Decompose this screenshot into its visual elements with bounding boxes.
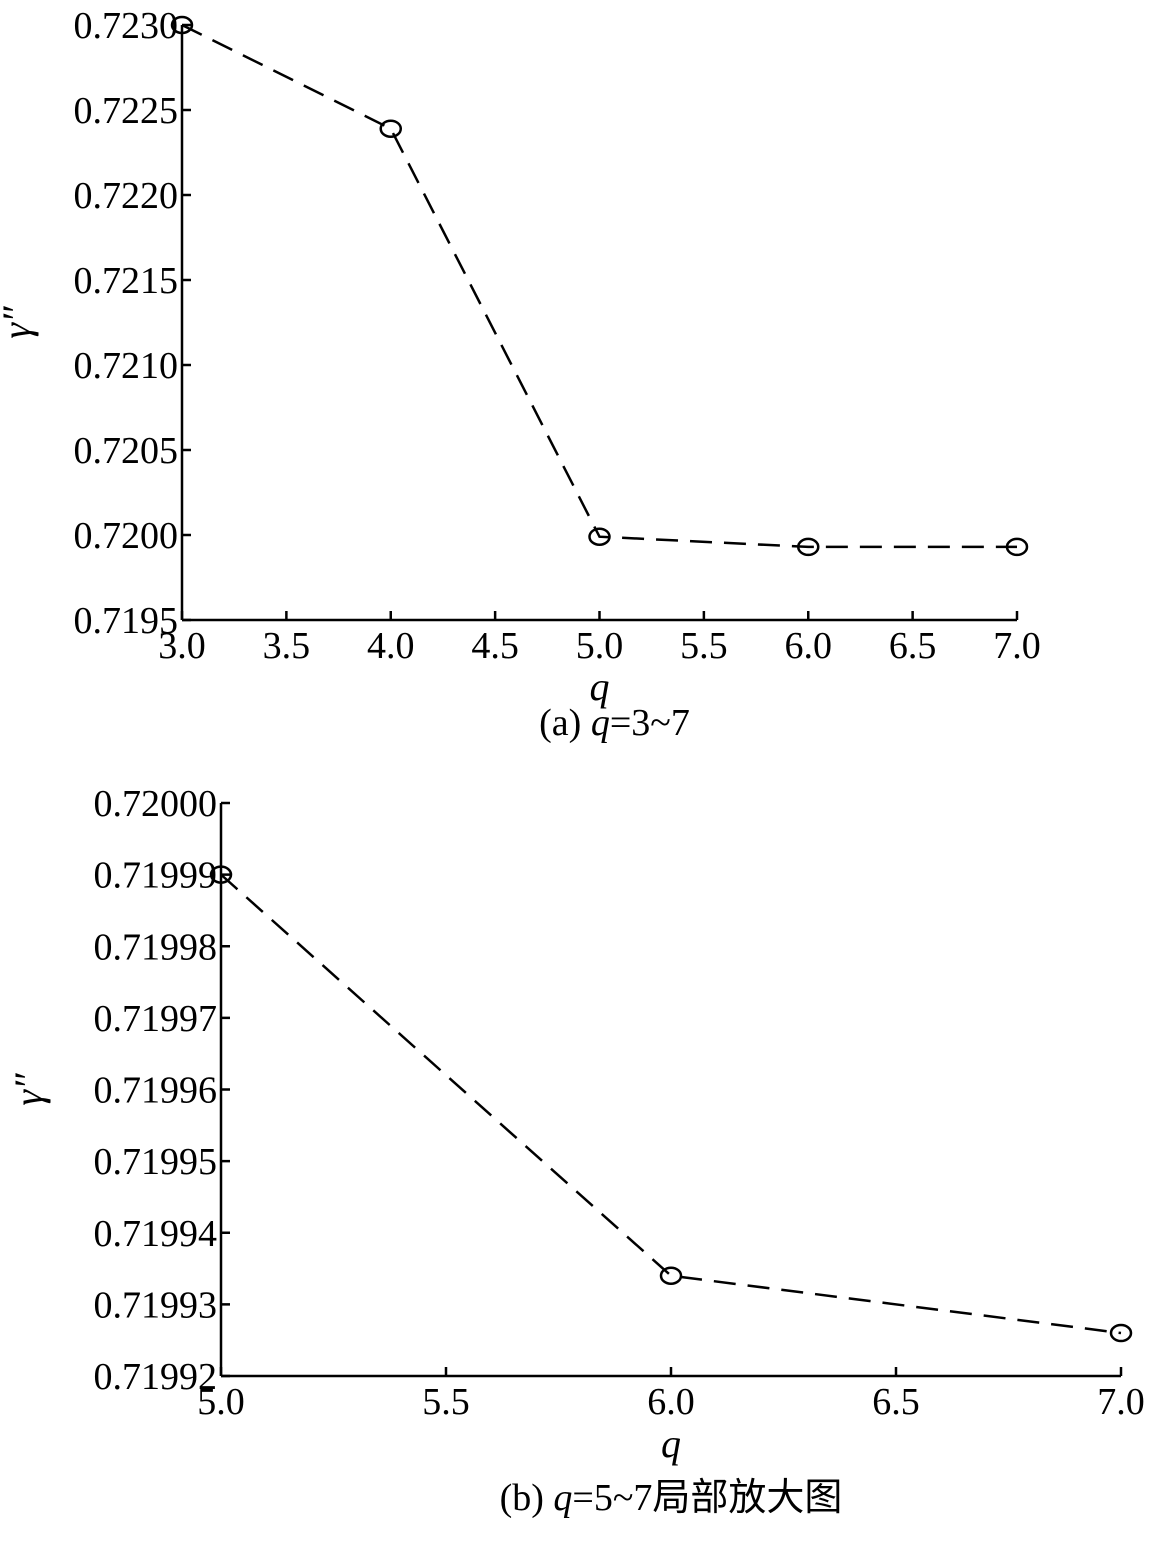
chart-a-caption-var: q — [591, 702, 610, 744]
chart-a-y-tick-label: 0.7230 — [74, 5, 179, 47]
chart-b-series — [209, 865, 1133, 1343]
chart-a-data-point — [170, 15, 194, 35]
chart-a: 3.0 3.5 4.0 4.5 5.0 5.5 6.0 6.5 7.0 0.7195 0.7200 0… — [0, 5, 1041, 744]
chart-a-data-point — [379, 119, 402, 138]
chart-b-y-tick-label: 0.71998 — [94, 926, 218, 968]
chart-b-caption-prefix: (b) — [500, 1477, 554, 1519]
chart-a-x-tick-label: 4.0 — [367, 625, 415, 667]
chart-a-y-tick-label: 0.7210 — [74, 345, 179, 387]
chart-a-caption: (a) q=3~7 — [539, 702, 690, 744]
chart-a-series-line — [181, 23, 1017, 549]
chart-b-x-tick-label: 7.0 — [1097, 1381, 1145, 1423]
chart-a-x-tick-label: 3.5 — [263, 625, 311, 667]
chart-b-y-tick-label: 0.71999 — [94, 855, 218, 897]
chart-a-y-tick-label: 0.7200 — [74, 515, 179, 557]
chart-a-x-tick-label: 3.0 — [158, 625, 206, 667]
chart-a-x-tick-label: 7.0 — [993, 625, 1041, 667]
chart-b-data-point — [209, 865, 233, 884]
chart-b-caption-var: q — [553, 1477, 572, 1519]
chart-b-y-tick-label: 0.71996 — [94, 1070, 218, 1112]
chart-b-y-tick-label: 0.71997 — [94, 998, 218, 1040]
chart-a-caption-prefix: (a) — [539, 702, 591, 744]
chart-a-y-tick-label: 0.7215 — [74, 260, 179, 302]
chart-b-y-tick-label: 0.71993 — [94, 1284, 218, 1326]
chart-a-x-axis-label: q — [590, 664, 610, 709]
chart-b: 5.0 5.5 6.0 6.5 7.0 0.71992 0.71993 0.71994 0.71… — [6, 783, 1145, 1519]
chart-a-x-tick-label: 5.5 — [680, 625, 728, 667]
chart-a-series — [170, 15, 1029, 557]
chart-b-data-point — [1109, 1323, 1133, 1343]
chart-b-y-tick-label: 0.71992 — [94, 1356, 218, 1398]
chart-a-y-axis-label: γ″ — [0, 305, 39, 339]
chart-a-y-tick-label: 0.7195 — [74, 600, 179, 642]
chart-b-axes: 5.0 5.5 6.0 6.5 7.0 0.71992 0.71993 0.71994 0.71… — [94, 783, 1145, 1423]
chart-a-x-tick-label: 5.0 — [576, 625, 624, 667]
chart-b-series-line — [220, 873, 1122, 1335]
chart-b-x-tick-label: 6.0 — [647, 1381, 695, 1423]
chart-b-data-point — [659, 1266, 683, 1285]
chart-b-caption: (b) q=5~7局部放大图 — [500, 1477, 843, 1519]
chart-b-y-tick-label: 0.71995 — [94, 1141, 218, 1183]
chart-b-y-tick-label: 0.72000 — [94, 783, 218, 825]
chart-b-x-tick-label: 5.0 — [197, 1381, 245, 1423]
chart-a-data-point — [1005, 537, 1029, 557]
chart-a-x-tick-label: 6.0 — [785, 625, 833, 667]
chart-a-data-point — [588, 527, 611, 546]
chart-a-data-point — [797, 537, 820, 557]
chart-a-y-tick-label: 0.7205 — [74, 430, 179, 472]
chart-a-y-tick-label: 0.7225 — [74, 90, 179, 132]
chart-b-y-axis-label: γ″ — [6, 1072, 51, 1106]
chart-b-x-tick-label: 5.5 — [422, 1381, 470, 1423]
chart-a-y-tick-label: 0.7220 — [74, 175, 179, 217]
chart-a-x-tick-label: 4.5 — [471, 625, 519, 667]
chart-a-caption-suffix: =3~7 — [610, 702, 690, 744]
chart-a-x-tick-label: 6.5 — [889, 625, 937, 667]
chart-b-y-tick-label: 0.71994 — [94, 1213, 218, 1255]
chart-b-x-tick-label: 6.5 — [872, 1381, 920, 1423]
chart-b-x-axis-label: q — [661, 1421, 681, 1466]
chart-a-axes: 3.0 3.5 4.0 4.5 5.0 5.5 6.0 6.5 7.0 0.7195 0.7200 0… — [74, 5, 1041, 667]
chart-b-caption-suffix: =5~7局部放大图 — [572, 1477, 842, 1519]
